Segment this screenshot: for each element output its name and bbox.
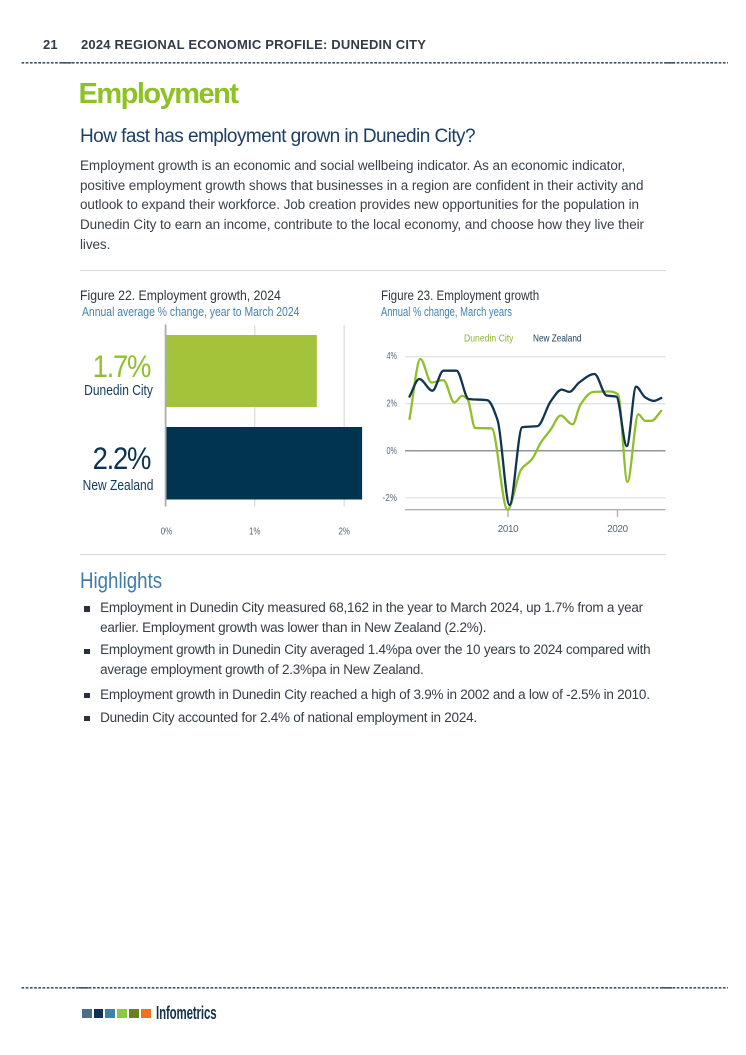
- svg-text:0%: 0%: [161, 526, 173, 537]
- svg-text:2%: 2%: [338, 526, 350, 537]
- svg-text:2020: 2020: [607, 524, 628, 535]
- svg-text:2010: 2010: [498, 524, 519, 535]
- svg-text:2%: 2%: [387, 398, 398, 409]
- svg-text:4%: 4%: [387, 351, 398, 362]
- svg-text:0%: 0%: [387, 446, 398, 457]
- svg-text:1%: 1%: [249, 526, 261, 537]
- svg-text:-2%: -2%: [383, 493, 398, 504]
- svg-text:Dunedin City: Dunedin City: [464, 333, 514, 345]
- svg-text:New Zealand: New Zealand: [533, 333, 582, 345]
